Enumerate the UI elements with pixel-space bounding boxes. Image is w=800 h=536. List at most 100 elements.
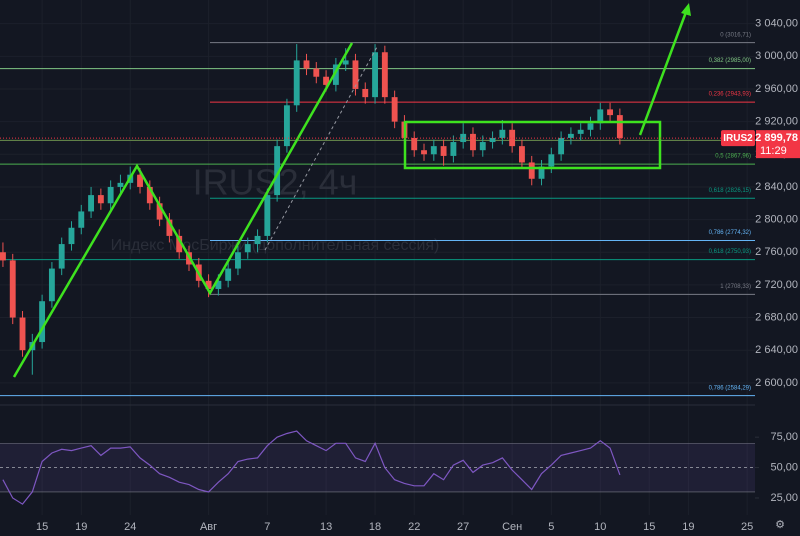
x-tick-label: 24 [124, 521, 136, 533]
candle-body [499, 129, 506, 138]
fib-label: 0,236 (2943,93) [709, 92, 751, 98]
candle-body [0, 252, 6, 261]
price-tag [756, 130, 800, 159]
candle-body [225, 268, 232, 281]
x-tick-label: 19 [75, 521, 87, 533]
candle-body [293, 60, 300, 106]
candle-body [205, 280, 212, 289]
price-label: 2 899,78 [755, 132, 798, 144]
x-tick-label: 27 [457, 521, 469, 533]
fibonacci: 0 (3016,71) 0,236 (2943,93) 0,618 (2826,15… [0, 32, 755, 397]
y-tick-label: 2 840,00 [755, 181, 798, 193]
y-tick-label: 3 000,00 [755, 50, 798, 62]
x-tick-label: Сен [502, 521, 522, 533]
candle-body [470, 133, 476, 151]
rsi-tick-label: 50,00 [770, 461, 798, 473]
zigzag [12, 42, 354, 378]
arrow [638, 11, 688, 136]
rsi-pane: 75,00 50,00 25,00 [0, 430, 798, 505]
symbol-tag [721, 130, 755, 147]
candle-body [509, 129, 516, 147]
candle-body [254, 235, 261, 245]
candle-body [264, 195, 271, 236]
fib-label: 0,382 (2985,00) [709, 58, 751, 64]
drawings [12, 3, 691, 378]
range-box [403, 120, 662, 170]
timer-label: 11:29 [760, 145, 787, 157]
candle-body [548, 154, 555, 167]
candle-body [283, 105, 290, 147]
candle-body [117, 182, 124, 187]
candle-body [107, 186, 114, 204]
candle-body [430, 146, 437, 155]
candle-body [97, 195, 104, 204]
watermark-subtitle: Индекс МосБиржи (дополнительная сессия) [111, 237, 440, 254]
candle-body [479, 142, 486, 151]
candle-body [381, 52, 388, 98]
x-tick-label: 13 [320, 521, 332, 533]
y-tick-label: 2 720,00 [755, 279, 798, 291]
x-tick-label: Авг [200, 521, 217, 533]
y-tick-label: 2 920,00 [755, 116, 798, 128]
candle-body [39, 301, 46, 343]
candle-body [450, 142, 457, 156]
candle-body [48, 268, 55, 302]
candle-body [88, 195, 95, 212]
y-tick-label: 2 800,00 [755, 213, 798, 225]
candle-body [274, 146, 281, 196]
candle-body [58, 244, 65, 269]
candle-body [176, 235, 183, 253]
candle-body [146, 186, 153, 204]
candle-body [352, 60, 359, 89]
candle-body [558, 137, 565, 155]
candle-body [567, 133, 574, 138]
y-tick-label: 2 600,00 [755, 377, 798, 389]
fib-label: 0 (3016,71) [720, 32, 751, 38]
x-tick-label: 18 [369, 521, 381, 533]
rsi-tick-label: 75,00 [770, 431, 798, 443]
candle-body [362, 88, 369, 98]
fib-label: 1 (2708,33) [720, 284, 751, 290]
y-tick-label: 2 960,00 [755, 83, 798, 95]
candle-body [411, 137, 418, 151]
candle-body [244, 244, 251, 253]
candle-body [166, 219, 173, 236]
x-tick-label: 5 [548, 521, 554, 533]
fib-label: 0,786 (2584,29) [709, 385, 751, 391]
candle-body [440, 146, 447, 156]
fib-label: 0,618 (2750,93) [709, 249, 751, 255]
candle-body [607, 109, 614, 116]
x-tick-label: 22 [408, 521, 420, 533]
candle-body [68, 227, 75, 245]
rsi-line [2, 430, 621, 505]
arrow-head [681, 3, 691, 16]
candle-body [577, 129, 584, 134]
y-tick-label: 2 680,00 [755, 311, 798, 323]
y-tick-label: 3 040,00 [755, 18, 798, 30]
x-tick-label: 25 [741, 521, 753, 533]
candle-body [587, 123, 594, 130]
candle-body [528, 162, 535, 179]
candle-body [391, 97, 398, 122]
candles [0, 44, 623, 375]
candle-body [332, 64, 339, 85]
y-tick-label: 2 760,00 [755, 246, 798, 258]
x-tick-label: 15 [643, 521, 655, 533]
candle-body [489, 137, 496, 143]
fib-label: 0,618 (2826,15) [709, 188, 751, 194]
candle-body [313, 68, 320, 77]
x-tick-label: 7 [264, 521, 270, 533]
candle-body [372, 52, 378, 98]
candle-body [323, 76, 330, 85]
candle-body [303, 60, 310, 69]
candle-body [156, 203, 163, 220]
candle-body [235, 252, 241, 269]
settings-icon[interactable]: ⚙ [775, 519, 785, 531]
candle-body [460, 133, 467, 143]
candle-body [597, 109, 604, 124]
candle-body [78, 211, 85, 228]
rsi-band [0, 443, 755, 492]
x-tick-label: 10 [594, 521, 606, 533]
y-tick-label: 2 640,00 [755, 344, 798, 356]
